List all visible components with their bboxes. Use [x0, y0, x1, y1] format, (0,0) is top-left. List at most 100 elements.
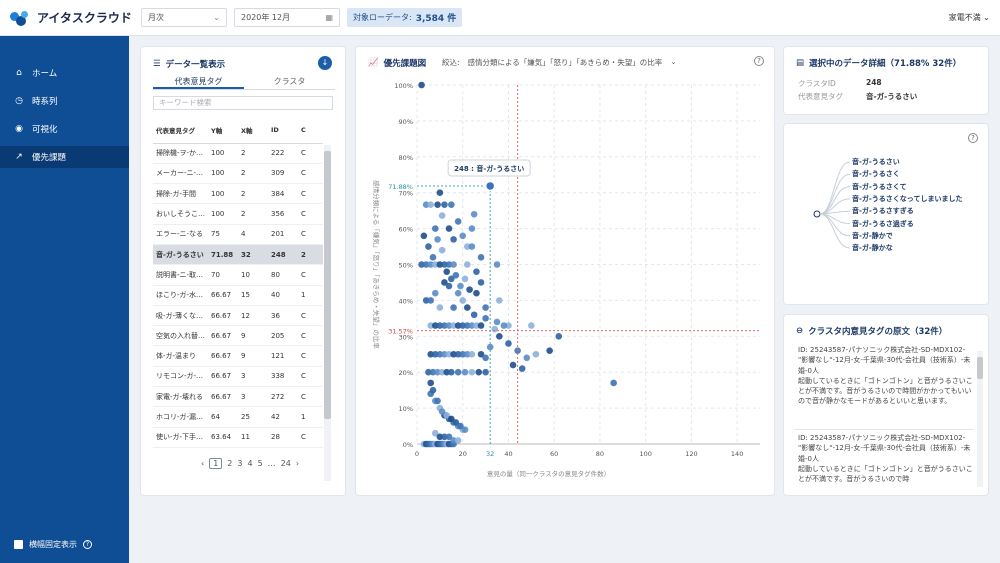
table-row[interactable]: 空気の入れ替… 66.67 9 205 C	[153, 325, 323, 347]
table-row[interactable]: 使い-ガ-下手… 63.64 11 28 C	[153, 427, 323, 448]
tab-representative-tag[interactable]: 代表意見タグ	[153, 76, 244, 89]
column-header[interactable]: X軸	[238, 117, 268, 144]
user-menu[interactable]: 家電不満 ⌄	[949, 12, 990, 23]
period-select[interactable]: 月次 ⌄	[141, 8, 227, 27]
list-tabs: 代表意見タグ クラスタ	[153, 76, 335, 90]
data-point	[452, 271, 460, 279]
table-row[interactable]: リモコン-ガ-… 66.67 3 338 C	[153, 366, 323, 388]
page-button[interactable]: 24	[280, 459, 291, 468]
scrollbar-thumb[interactable]	[324, 151, 331, 419]
data-point	[532, 350, 540, 358]
table-scrollbar[interactable]	[324, 145, 331, 481]
tree-leaf-tag[interactable]: 音-ガ-静かで	[852, 231, 893, 240]
minus-circle-icon: ⊖	[796, 326, 804, 336]
table-row[interactable]: 説明書-ニ-取… 70 10 80 C	[153, 264, 323, 286]
data-point	[431, 322, 439, 329]
data-point	[473, 289, 480, 297]
sidebar-item-home[interactable]: ⌂ ホーム	[0, 62, 129, 84]
keyword-search-input[interactable]: キーワード検索	[153, 96, 333, 110]
help-icon[interactable]: ?	[83, 540, 92, 549]
table-cell: C	[298, 386, 323, 408]
data-point	[422, 201, 430, 208]
page-button[interactable]: …	[267, 459, 276, 468]
clock-icon: ◷	[15, 96, 23, 106]
chevron-down-icon: ⌄	[983, 13, 990, 22]
tree-leaf-tag[interactable]: 音-ガ-静かな	[852, 244, 893, 253]
table-row[interactable]: おいしそうこ… 100 2 356 C	[153, 203, 323, 225]
table-cell: C	[298, 427, 323, 448]
table-row[interactable]: メーカー-ニ-… 100 2 309 C	[153, 163, 323, 185]
page-button[interactable]: 1	[209, 458, 223, 469]
data-point	[464, 243, 471, 250]
table-cell: 66.67	[208, 325, 238, 347]
fixed-width-toggle[interactable]: 横幅固定表示 ?	[14, 539, 92, 550]
page-button[interactable]: 4	[247, 459, 253, 468]
app-logo[interactable]: アイタスクラウド	[10, 9, 132, 26]
tree-leaf-tag[interactable]: 音-ガ-うるさ過ぎる	[852, 219, 914, 228]
column-header[interactable]: 代表意見タグ	[153, 117, 208, 144]
y-tick-label: 0%	[403, 441, 413, 449]
next-page-button[interactable]: ›	[295, 459, 300, 468]
page-button[interactable]: 5	[257, 459, 263, 468]
data-point	[450, 437, 457, 444]
table-row[interactable]: 吸-ガ-薄くな… 66.67 12 36 C	[153, 305, 323, 327]
table-row[interactable]: ほこり-ガ-水… 66.67 15 40 1	[153, 285, 323, 306]
table-row[interactable]: 体-ガ-温まり 66.67 9 121 C	[153, 345, 323, 367]
page-button[interactable]: 3	[237, 459, 243, 468]
table-cell: 75	[208, 224, 238, 245]
data-point	[427, 201, 435, 208]
original-text-panel: ⊖ クラスタ内意見タグの原文（32件） ID: 25243587-パナソニック株…	[784, 315, 988, 495]
column-header[interactable]: Y軸	[208, 117, 238, 144]
divider	[794, 429, 974, 430]
tab-cluster[interactable]: クラスタ	[273, 77, 306, 86]
table-cell: 10	[238, 264, 268, 286]
filter-select[interactable]: 絞込: 感情分類による「嫌気」「怒り」「あきらめ・失望」の比率 ⌄	[442, 57, 677, 68]
sidebar-item-visualize[interactable]: ◉ 可視化	[0, 118, 129, 140]
table-cell: 12	[238, 305, 268, 327]
data-table: 代表意見タグ Y軸 X軸 ID C 掃除機-ヲ-か… 100 2 222 C メーカー-ニ-… 10…	[153, 117, 323, 489]
target-data-badge: 対象ローデータ: 3,584 件	[347, 8, 463, 27]
tree-leaf-tag[interactable]: 音-ガ-うるさくなってしまいました	[852, 194, 963, 203]
sidebar-item-timeseries[interactable]: ◷ 時系列	[0, 90, 129, 112]
table-cell: 205	[268, 325, 298, 347]
y-tick-label: 70%	[399, 190, 413, 198]
month-picker[interactable]: 2020年 12月 ▦	[234, 8, 340, 27]
data-point	[434, 201, 441, 208]
table-cell: 121	[268, 345, 298, 367]
tag-label: 代表意見タグ	[798, 92, 843, 101]
scrollbar-thumb[interactable]	[977, 357, 983, 379]
table-cell: 384	[268, 183, 298, 205]
data-point	[418, 81, 425, 89]
quotes-scrollbar[interactable]	[977, 351, 983, 487]
prev-page-button[interactable]: ‹	[201, 459, 205, 468]
cluster-id-value: 248	[866, 78, 882, 87]
tooltip-box	[447, 159, 531, 177]
table-row[interactable]: ホコリ-ガ-漏… 64 25 42 1	[153, 406, 323, 428]
sidebar-item-priority[interactable]: ↗ 優先課題	[0, 146, 129, 168]
table-cell: ホコリ-ガ-漏…	[153, 406, 208, 428]
table-cell: C	[298, 163, 323, 185]
chevron-down-icon: ⌄	[670, 57, 677, 66]
table-row[interactable]: 掃除-ガ-手間 100 2 384 C	[153, 183, 323, 205]
table-row[interactable]: 掃除機-ヲ-か… 100 2 222 C	[153, 143, 323, 164]
column-header[interactable]: ID	[268, 117, 298, 144]
help-icon[interactable]: ?	[968, 133, 978, 143]
page-button[interactable]: 2	[227, 459, 233, 468]
table-cell: ほこり-ガ-水…	[153, 285, 208, 306]
tree-leaf-tag[interactable]: 音-ガ-うるさすぎる	[852, 207, 914, 216]
table-cell: 100	[208, 203, 238, 225]
download-icon[interactable]: ↓	[318, 56, 332, 70]
tree-leaf-tag[interactable]: 音-ガ-うるさい	[852, 158, 900, 166]
tree-leaf-tag[interactable]: 音-ガ-うるさく	[852, 170, 900, 179]
tree-leaf-tag[interactable]: 音-ガ-うるさくて	[852, 182, 907, 191]
table-row[interactable]: エラー-ニ-なる 75 4 201 C	[153, 224, 323, 245]
column-header[interactable]: C	[298, 117, 323, 144]
fixed-width-checkbox[interactable]	[14, 540, 23, 549]
table-row[interactable]: 家電-ガ-壊れる 66.67 3 272 C	[153, 386, 323, 408]
help-icon[interactable]: ?	[754, 56, 764, 66]
y-tick-label: 100%	[394, 82, 413, 90]
data-point	[427, 379, 435, 387]
table-cell: 222	[268, 143, 298, 164]
scatter-chart[interactable]: 0% 10% 20% 30% 40% 50% 60% 70% 80% 90% 100% 0 20 40 60…	[356, 47, 774, 495]
table-row[interactable]: 音-ガ-うるさい 71.88 32 248 2	[153, 244, 323, 266]
